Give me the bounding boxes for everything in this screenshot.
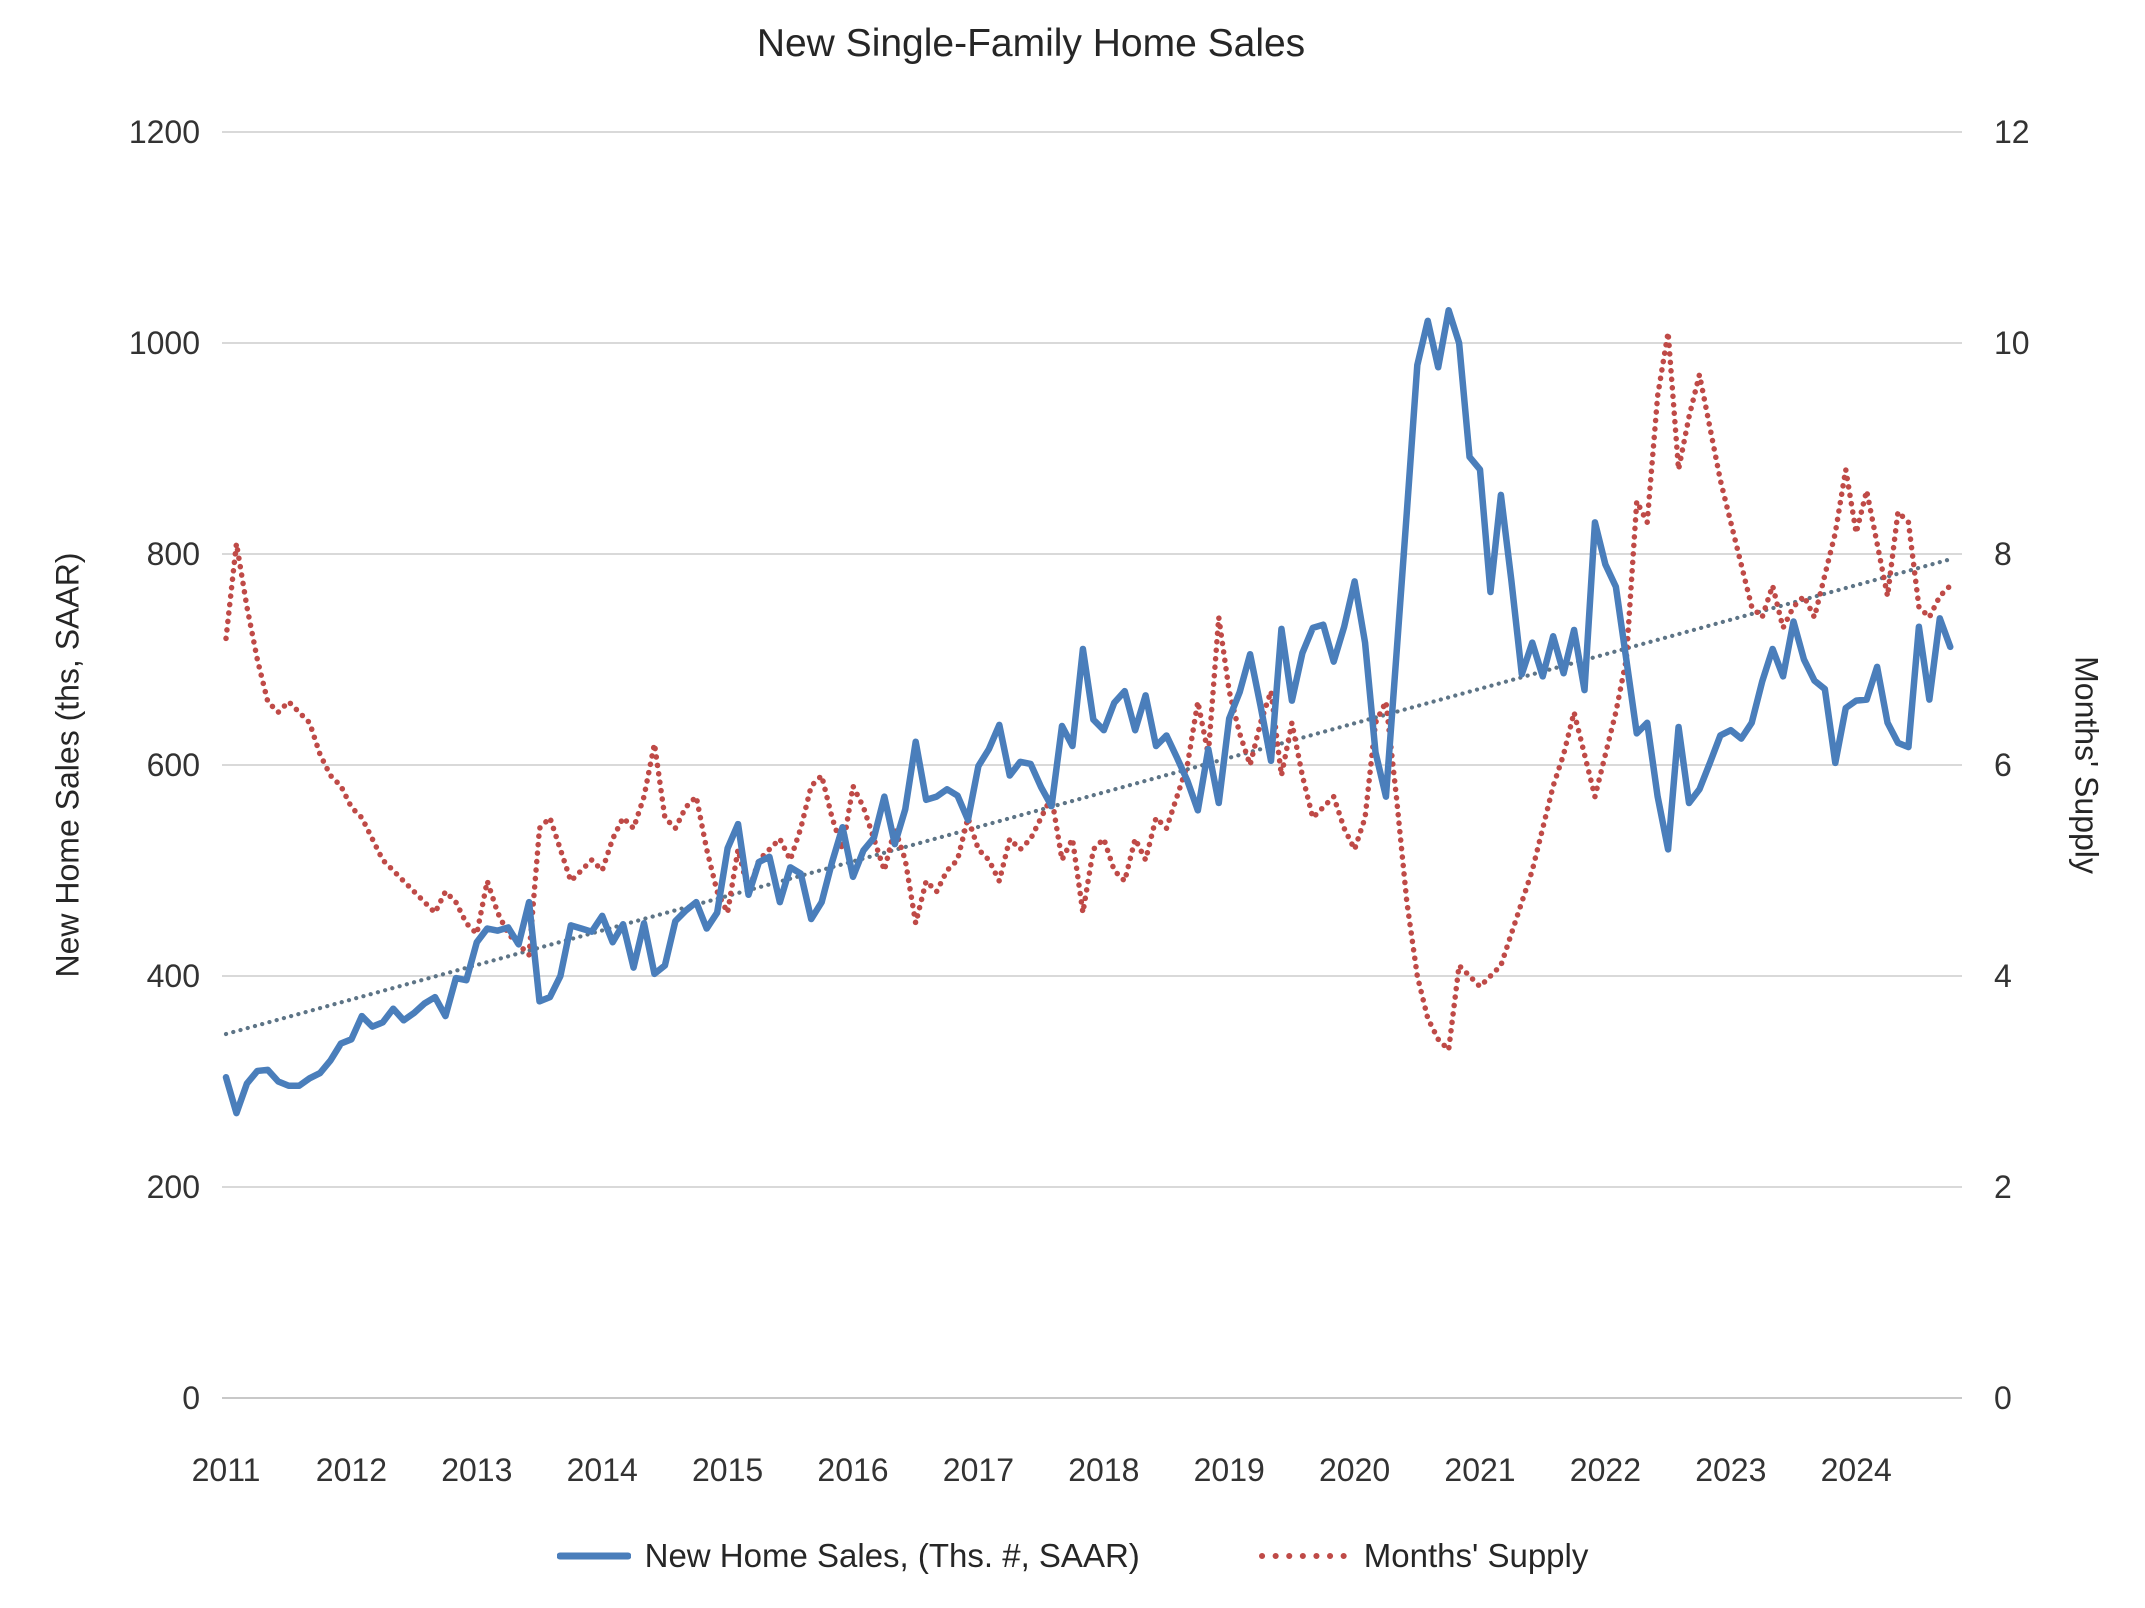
- supply-dots-swatch-icon: [1258, 1553, 1349, 1559]
- y-right-tick-label: 2: [1994, 1169, 2012, 1205]
- y-left-tick-label: 400: [146, 958, 200, 994]
- y-right-tick-label: 8: [1994, 536, 2012, 572]
- y-right-tick-label: 12: [1994, 114, 2030, 150]
- sales-line-swatch-icon: [556, 1552, 631, 1560]
- x-axis-year-label: 2020: [1319, 1452, 1391, 1488]
- y-left-tick-label: 0: [182, 1380, 200, 1416]
- x-axis-year-label: 2023: [1695, 1452, 1767, 1488]
- y-left-tick-label: 1200: [128, 114, 200, 150]
- x-axis-year-label: 2015: [692, 1452, 764, 1488]
- y-left-tick-label: 600: [146, 747, 200, 783]
- legend-label-sales: New Home Sales, (Ths. #, SAAR): [644, 1537, 1140, 1574]
- x-axis-year-label: 2012: [315, 1452, 387, 1488]
- x-axis-year-label: 2016: [817, 1452, 889, 1488]
- y-left-tick-label: 1000: [128, 325, 200, 361]
- sales-line: [222, 307, 1954, 1117]
- x-axis-year-label: 2011: [191, 1452, 261, 1488]
- y-right-tick-label: 0: [1994, 1380, 2012, 1416]
- chart-legend: New Home Sales, (Ths. #, SAAR) Months' S…: [0, 1537, 2145, 1575]
- x-axis-year-label: 2017: [942, 1452, 1014, 1488]
- x-axis-year-label: 2013: [441, 1452, 513, 1488]
- x-axis-year-label: 2022: [1569, 1452, 1641, 1488]
- trend-line: [223, 557, 1953, 1037]
- y-left-tick-label: 200: [146, 1169, 200, 1205]
- supply-line: [223, 329, 1953, 1053]
- x-axis-year-label: 2019: [1193, 1452, 1265, 1488]
- x-axis-year-label: 2014: [566, 1452, 638, 1488]
- y-left-tick-label: 800: [146, 536, 200, 572]
- x-axis-year-label: 2021: [1444, 1452, 1516, 1488]
- legend-item-supply: Months' Supply: [1258, 1537, 1589, 1575]
- legend-item-sales: New Home Sales, (Ths. #, SAAR): [556, 1537, 1140, 1575]
- y-right-tick-label: 10: [1994, 325, 2030, 361]
- y-right-tick-label: 6: [1994, 747, 2012, 783]
- legend-label-supply: Months' Supply: [1363, 1537, 1589, 1574]
- y-right-tick-label: 4: [1994, 958, 2012, 994]
- chart-title: New Single-Family Home Sales: [756, 22, 1306, 65]
- x-axis-year-label: 2018: [1068, 1452, 1140, 1488]
- x-axis-year-label: 2024: [1820, 1452, 1892, 1488]
